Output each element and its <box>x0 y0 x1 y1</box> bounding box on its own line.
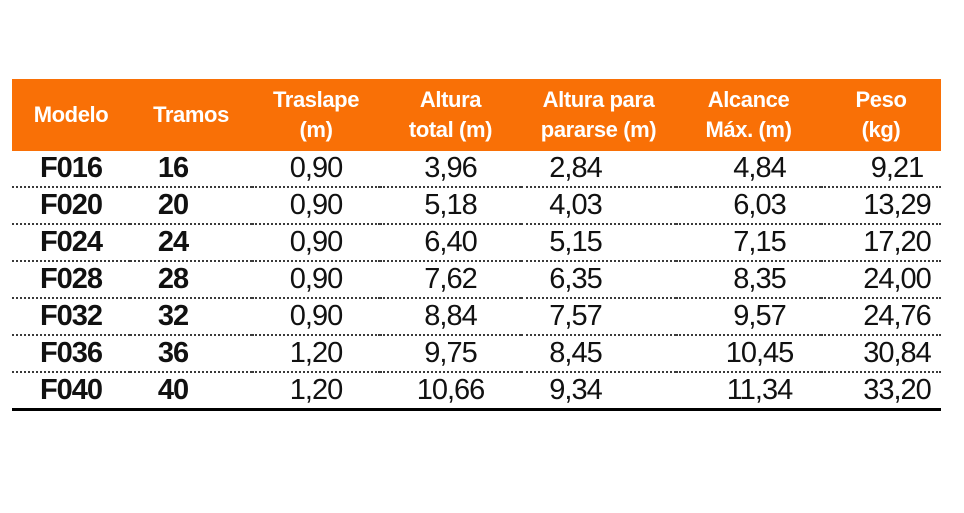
column-header-label-line2: total (m) <box>408 117 493 142</box>
cell-modelo: F036 <box>39 337 103 369</box>
cell-alcance-max: 6,03 <box>733 189 786 221</box>
ladder-specs-table-container: Modelo Tramos Traslape (m) Altura total (m… <box>12 79 941 411</box>
column-header-label: Tramos <box>153 102 229 127</box>
cell-modelo: F028 <box>39 263 103 295</box>
cell-altura-total: 10,66 <box>416 374 486 406</box>
cell-altura-pararse: 5,15 <box>549 226 602 258</box>
cell-altura-pararse: 9,34 <box>549 374 602 406</box>
ladder-specs-table: Modelo Tramos Traslape (m) Altura total (m… <box>12 79 941 411</box>
cell-modelo: F032 <box>39 300 103 332</box>
table-row-f032: F032 32 0,90 8,84 7,57 9,57 24,76 <box>12 298 941 335</box>
column-header-modelo: Modelo <box>12 79 130 151</box>
cell-altura-pararse: 4,03 <box>549 189 602 221</box>
header-row: Modelo Tramos Traslape (m) Altura total (m… <box>12 79 941 151</box>
cell-tramos: 16 <box>157 152 189 184</box>
column-header-label-line2: (kg) <box>861 117 901 142</box>
table-header: Modelo Tramos Traslape (m) Altura total (m… <box>12 79 941 151</box>
cell-peso: 30,84 <box>863 337 932 369</box>
column-header-label-line1: Peso <box>855 87 907 112</box>
cell-tramos: 24 <box>157 226 189 258</box>
column-header-altura-total: Altura total (m) <box>380 79 521 151</box>
cell-peso: 9,21 <box>870 152 924 184</box>
column-header-label: Modelo <box>33 102 109 127</box>
cell-traslape: 0,90 <box>289 152 343 184</box>
cell-altura-total: 6,40 <box>424 226 477 258</box>
cell-alcance-max: 11,34 <box>726 374 793 406</box>
cell-traslape: 0,90 <box>289 300 343 332</box>
cell-altura-total: 5,18 <box>424 189 477 221</box>
cell-peso: 33,20 <box>863 374 932 406</box>
cell-modelo: F040 <box>39 374 103 406</box>
column-header-label-line1: Altura <box>419 87 482 112</box>
table-row-f016: F016 16 0,90 3,96 2,84 4,84 9,21 <box>12 151 941 187</box>
cell-tramos: 28 <box>157 263 189 295</box>
cell-altura-pararse: 2,84 <box>549 152 602 184</box>
column-header-alcance-max: Alcance Máx. (m) <box>676 79 821 151</box>
cell-altura-total: 8,84 <box>424 300 477 332</box>
cell-modelo: F016 <box>39 152 103 184</box>
cell-peso: 13,29 <box>863 189 932 221</box>
table-row-f024: F024 24 0,90 6,40 5,15 7,15 17,20 <box>12 224 941 261</box>
column-header-traslape: Traslape (m) <box>252 79 380 151</box>
cell-altura-pararse: 7,57 <box>549 300 602 332</box>
cell-traslape: 1,20 <box>289 374 343 406</box>
cell-altura-pararse: 6,35 <box>549 263 602 295</box>
cell-traslape: 0,90 <box>289 263 343 295</box>
column-header-label-line2: (m) <box>299 117 333 142</box>
table-row-f036: F036 36 1,20 9,75 8,45 10,45 30,84 <box>12 335 941 372</box>
column-header-peso: Peso (kg) <box>821 79 941 151</box>
cell-peso: 24,00 <box>863 263 932 295</box>
table-row-f028: F028 28 0,90 7,62 6,35 8,35 24,00 <box>12 261 941 298</box>
cell-tramos: 32 <box>157 300 189 332</box>
column-header-tramos: Tramos <box>130 79 252 151</box>
cell-alcance-max: 8,35 <box>733 263 786 295</box>
cell-altura-total: 7,62 <box>424 263 477 295</box>
cell-altura-total: 9,75 <box>424 337 477 369</box>
cell-modelo: F024 <box>39 226 103 258</box>
cell-alcance-max: 10,45 <box>725 337 795 369</box>
cell-modelo: F020 <box>39 189 103 221</box>
column-header-label-line2: pararse (m) <box>540 117 657 142</box>
column-header-label-line1: Alcance <box>707 87 790 112</box>
column-header-label-line2: Máx. (m) <box>705 117 792 142</box>
cell-altura-pararse: 8,45 <box>549 337 602 369</box>
cell-peso: 17,20 <box>863 226 932 258</box>
cell-altura-total: 3,96 <box>424 152 477 184</box>
table-row-f020: F020 20 0,90 5,18 4,03 6,03 13,29 <box>12 187 941 224</box>
cell-tramos: 40 <box>157 374 189 406</box>
column-header-label-line1: Altura para <box>542 87 655 112</box>
table-body: F016 16 0,90 3,96 2,84 4,84 9,21 F020 20… <box>12 151 941 410</box>
cell-alcance-max: 4,84 <box>733 152 786 184</box>
cell-tramos: 20 <box>157 189 189 221</box>
column-header-label-line1: Traslape <box>272 87 360 112</box>
cell-tramos: 36 <box>157 337 189 369</box>
column-header-altura-pararse: Altura para pararse (m) <box>521 79 676 151</box>
cell-traslape: 0,90 <box>289 226 343 258</box>
cell-traslape: 1,20 <box>289 337 343 369</box>
cell-peso: 24,76 <box>863 300 932 332</box>
table-row-f040: F040 40 1,20 10,66 9,34 11,34 33,20 <box>12 372 941 410</box>
cell-alcance-max: 9,57 <box>733 300 786 332</box>
cell-alcance-max: 7,15 <box>733 226 786 258</box>
cell-traslape: 0,90 <box>289 189 343 221</box>
